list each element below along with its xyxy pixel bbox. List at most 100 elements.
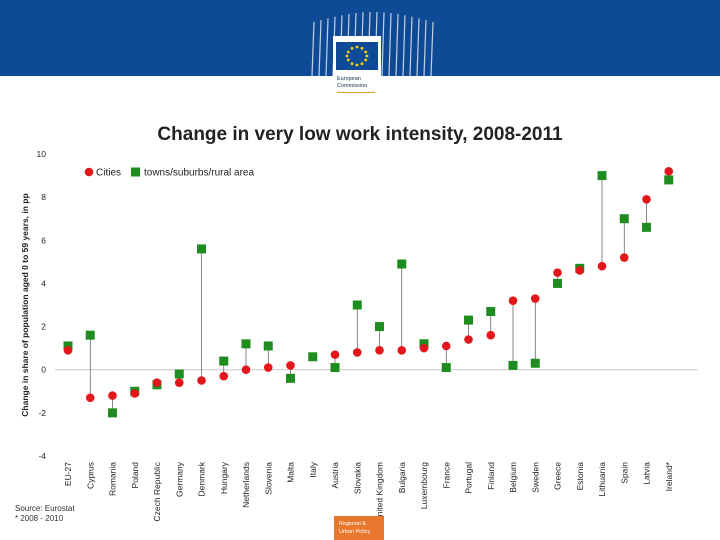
banner-stripe xyxy=(402,15,406,76)
source-line-2: * 2008 - 2010 xyxy=(15,514,64,523)
category-label: Estonia xyxy=(575,462,585,491)
point-cities xyxy=(130,389,140,398)
source-note: Source: Eurostat * 2008 - 2010 xyxy=(15,504,75,524)
source-line-1: Source: Eurostat xyxy=(15,504,75,513)
category-label: United Kingdom xyxy=(375,462,385,522)
regional-policy-badge: Regional & Urban Policy xyxy=(334,516,384,540)
point-cities xyxy=(85,393,95,403)
point-cities xyxy=(375,346,384,355)
category-label: Germany xyxy=(174,461,184,497)
point-towns-rural xyxy=(197,244,206,254)
banner-stripe xyxy=(409,16,413,76)
category-label: Italy xyxy=(308,461,318,477)
point-towns-rural xyxy=(486,306,496,316)
category-label: Greece xyxy=(553,462,563,490)
category-label: Luxembourg xyxy=(419,462,429,510)
point-towns-rural xyxy=(286,373,295,383)
point-towns-rural xyxy=(553,278,562,288)
org-line-2: Commission xyxy=(337,83,368,89)
point-cities xyxy=(486,330,496,340)
point-towns-rural xyxy=(530,358,540,368)
banner-stripe xyxy=(311,21,315,76)
banner-stripe xyxy=(381,12,385,76)
point-cities xyxy=(397,346,407,355)
point-cities xyxy=(63,346,73,355)
y-axis-label: Change in share of population aged 0 to … xyxy=(20,193,30,416)
category-label: Malta xyxy=(286,462,296,483)
point-towns-rural xyxy=(352,300,362,310)
point-towns-rural xyxy=(664,175,674,185)
category-label: Ireland* xyxy=(664,461,674,491)
point-towns-rural xyxy=(108,408,117,418)
point-towns-rural xyxy=(330,363,340,373)
y-tick-label: 2 xyxy=(41,322,46,332)
category-label: Cyprus xyxy=(85,462,95,489)
point-towns-rural xyxy=(174,369,184,379)
category-label: Slovakia xyxy=(352,462,362,494)
banner-stripe xyxy=(318,20,322,76)
eu-flag-icon xyxy=(336,42,378,70)
category-label: France xyxy=(441,462,451,489)
point-cities xyxy=(263,363,273,372)
legend-towns-label: towns/suburbs/rural area xyxy=(144,168,254,179)
point-cities xyxy=(508,296,518,305)
point-towns-rural xyxy=(464,315,473,325)
point-cities xyxy=(464,335,473,344)
point-cities xyxy=(108,391,117,400)
point-towns-rural xyxy=(219,356,229,366)
y-tick-label: -4 xyxy=(38,451,46,461)
org-name: European Commission xyxy=(337,76,367,90)
point-towns-rural xyxy=(441,363,451,373)
point-towns-rural xyxy=(619,214,629,224)
banner-stripe xyxy=(430,21,434,76)
category-label: Finland xyxy=(486,462,496,490)
point-cities xyxy=(664,166,674,176)
point-cities xyxy=(219,371,229,381)
y-tick-label: 0 xyxy=(41,365,46,375)
point-towns-rural xyxy=(397,259,407,269)
badge-line-2: Urban Policy xyxy=(339,529,371,535)
point-cities xyxy=(197,376,206,385)
point-cities xyxy=(152,378,162,387)
legend-cities-marker xyxy=(84,167,94,177)
point-cities xyxy=(575,266,585,275)
point-towns-rural xyxy=(642,222,651,232)
point-towns-rural xyxy=(597,171,607,181)
point-cities xyxy=(286,361,295,370)
banner-stripe xyxy=(416,18,420,76)
banner-stripe xyxy=(325,18,329,76)
banner-stripe xyxy=(388,13,392,76)
category-label: Hungary xyxy=(219,461,229,494)
category-label: Austria xyxy=(330,462,340,489)
category-label: Czech Republic xyxy=(152,461,162,521)
category-label: EU-27 xyxy=(63,462,73,486)
point-towns-rural xyxy=(375,322,384,332)
legend-cities-label: Cities xyxy=(96,168,121,179)
banner-stripe xyxy=(395,14,399,76)
point-towns-rural xyxy=(308,352,318,362)
point-cities xyxy=(330,350,340,359)
y-tick-label: -2 xyxy=(38,408,46,418)
eu-logo xyxy=(333,36,381,99)
point-cities xyxy=(530,294,540,303)
point-towns-rural xyxy=(263,341,273,351)
category-label: Bulgaria xyxy=(397,462,407,493)
point-cities xyxy=(619,253,629,262)
point-towns-rural xyxy=(508,360,518,370)
point-cities xyxy=(352,348,362,357)
point-cities xyxy=(419,343,429,353)
point-cities xyxy=(174,378,184,387)
y-tick-label: 6 xyxy=(41,235,46,245)
org-underline xyxy=(337,92,375,93)
category-label: Sweden xyxy=(530,462,540,493)
y-tick-label: 4 xyxy=(41,278,46,288)
category-label: Netherlands xyxy=(241,462,251,508)
point-cities xyxy=(642,195,651,204)
category-label: Spain xyxy=(619,462,629,484)
category-label: Portugal xyxy=(464,462,474,494)
badge-line-1: Regional & xyxy=(339,521,366,527)
point-cities xyxy=(597,261,607,271)
point-towns-rural xyxy=(419,339,429,349)
category-label: Romania xyxy=(108,462,118,496)
chart-title: Change in very low work intensity, 2008-… xyxy=(157,124,563,145)
